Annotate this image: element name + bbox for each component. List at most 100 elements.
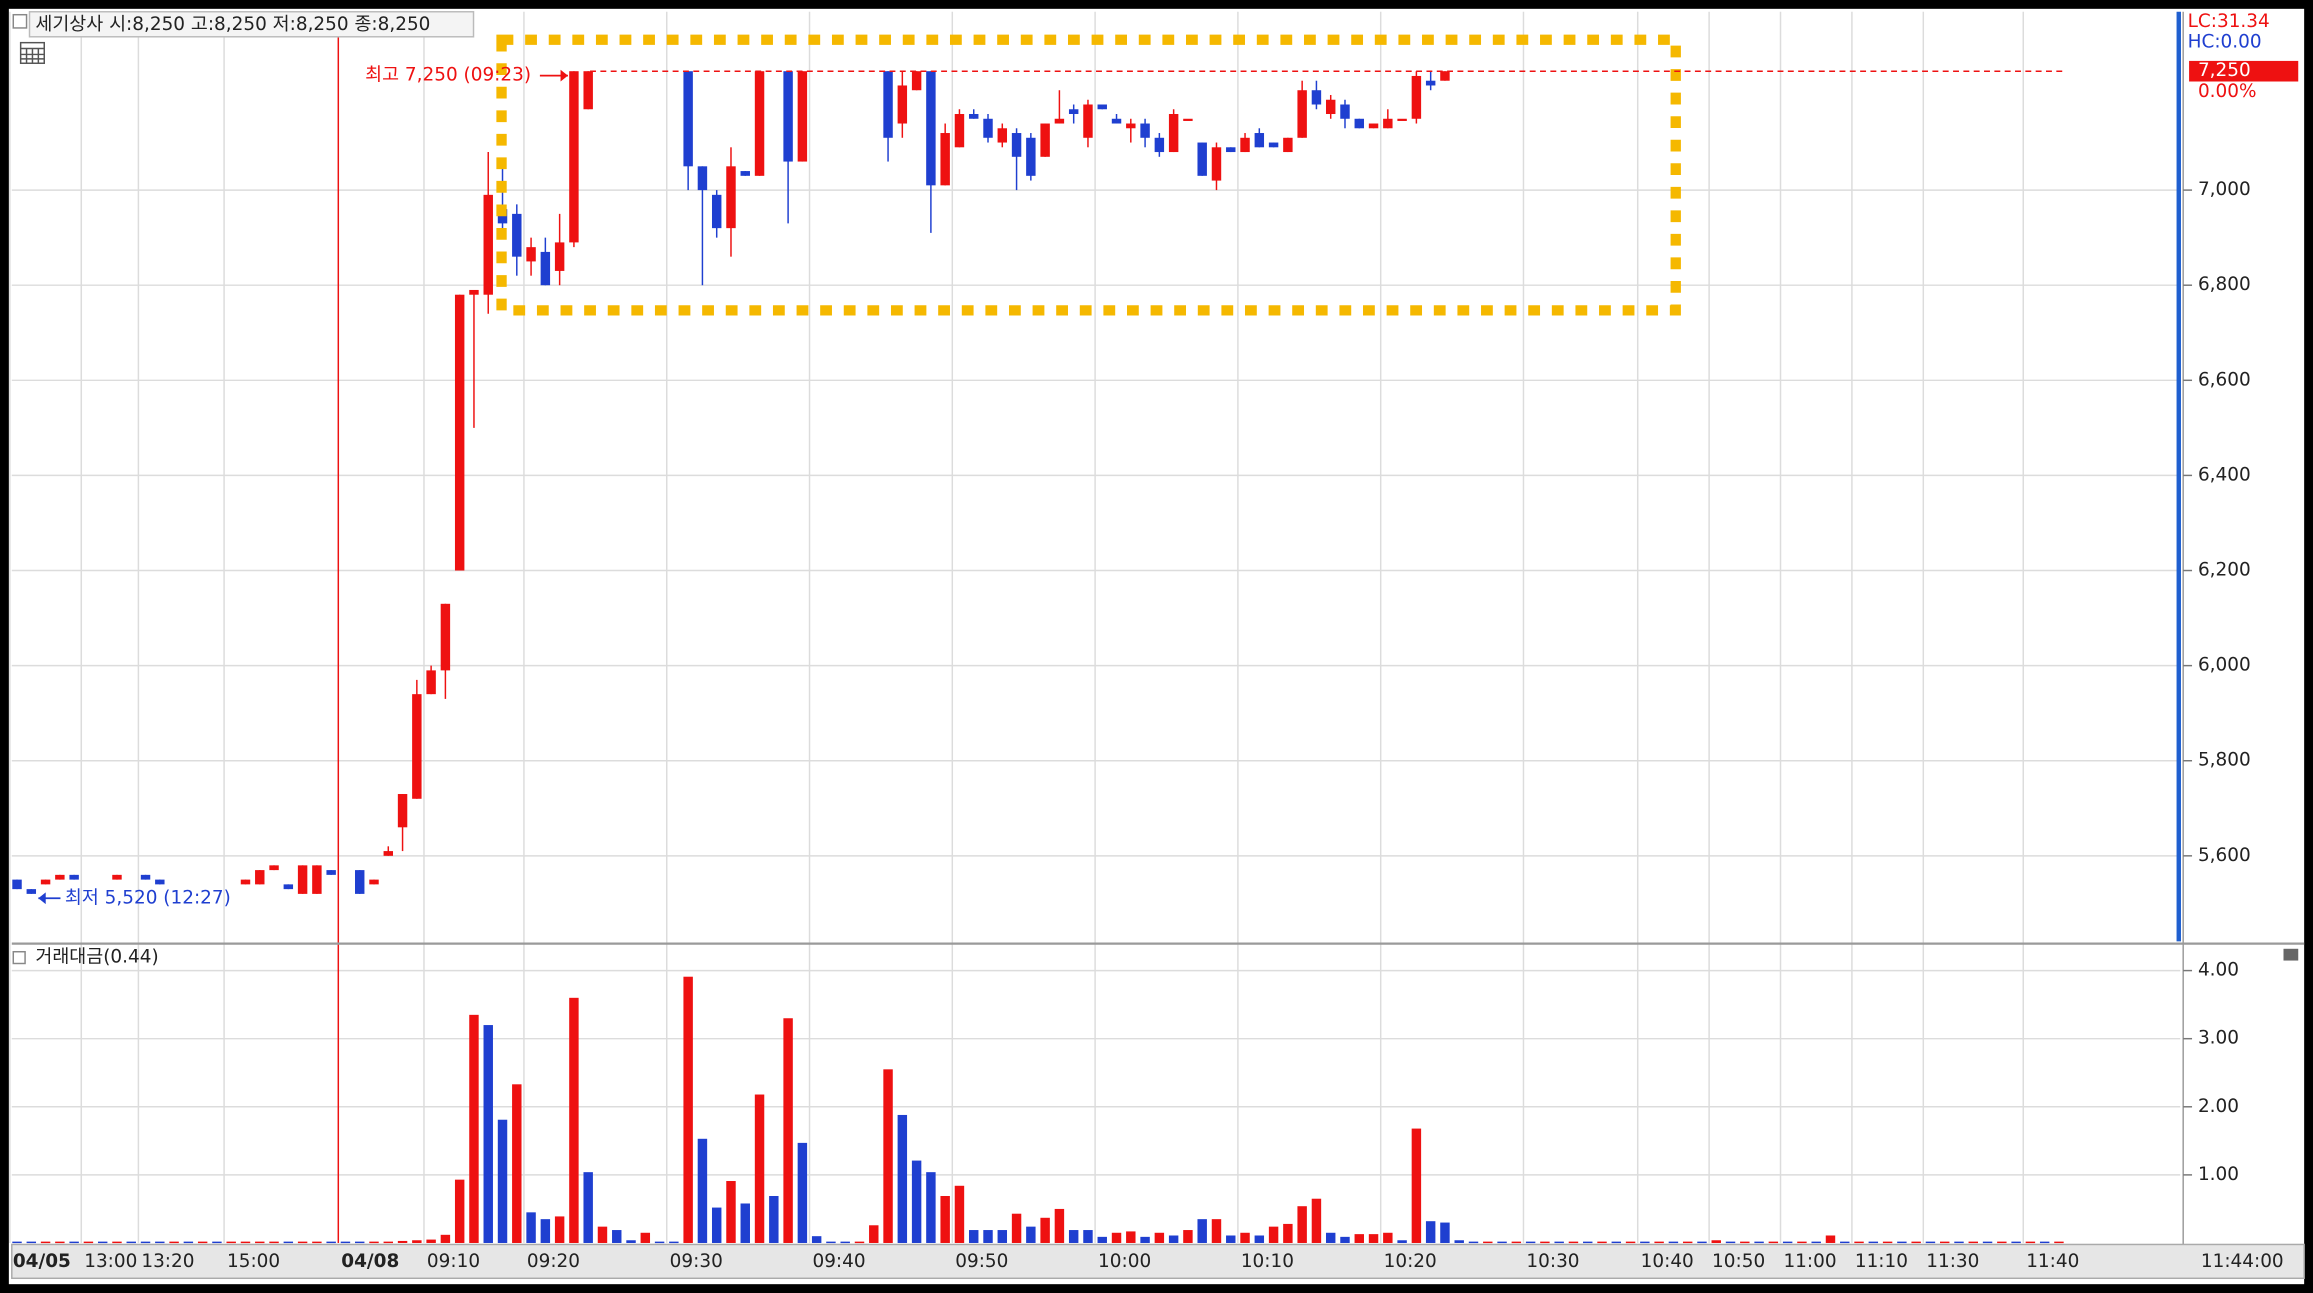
- candle-body: [954, 114, 965, 148]
- volume-bar: [1111, 1232, 1122, 1243]
- volume-bar: [954, 1185, 965, 1243]
- candle-body: [326, 870, 336, 875]
- candle-body: [1211, 147, 1222, 181]
- volume-bar: [1240, 1232, 1250, 1243]
- volume-bar: [1483, 1241, 1493, 1244]
- y-tick-label: 5,600: [2198, 845, 2251, 866]
- candle-body: [55, 874, 65, 880]
- volume-bar: [1725, 1241, 1736, 1244]
- candle-body: [1354, 118, 1364, 129]
- volume-bar: [1625, 1241, 1636, 1244]
- candle-body: [383, 851, 394, 856]
- volume-bar: [283, 1241, 294, 1244]
- volume-bar: [1840, 1241, 1850, 1244]
- limit-label: LC:31.34: [2188, 11, 2270, 32]
- highlight-box: [496, 34, 1681, 316]
- candle-body: [683, 71, 693, 167]
- x-tick-label: 04/08: [341, 1251, 399, 1272]
- x-tick-label: 15:00: [227, 1251, 280, 1272]
- volume-bar: [1440, 1222, 1450, 1243]
- annotation-arrowhead: [38, 892, 46, 905]
- volume-bar: [1540, 1241, 1550, 1244]
- volume-bar: [412, 1240, 422, 1243]
- volume-bar: [997, 1230, 1008, 1243]
- candle-body: [369, 879, 379, 885]
- volume-bar: [1997, 1241, 2007, 1244]
- candle-body: [240, 879, 251, 885]
- volume-bar: [1011, 1213, 1022, 1243]
- volume-bar: [911, 1160, 922, 1243]
- volume-bar: [469, 1014, 479, 1243]
- candle-body: [740, 171, 750, 176]
- title-box: [28, 11, 475, 38]
- candle-body: [140, 874, 151, 880]
- volume-bar: [83, 1241, 94, 1244]
- volume-bar: [1126, 1231, 1136, 1243]
- volume-bar: [312, 1241, 322, 1244]
- x-tick-label: 10:20: [1384, 1251, 1437, 1272]
- volume-bar: [1925, 1241, 1936, 1244]
- volume-bar: [1754, 1241, 1764, 1244]
- annotation-label: 최고 7,250 (09:23): [365, 65, 531, 86]
- y-tick-label: 6,400: [2198, 464, 2251, 485]
- volume-bar: [26, 1241, 37, 1244]
- volume-bar: [340, 1241, 351, 1244]
- volume-bar: [212, 1241, 222, 1244]
- volume-bar: [169, 1241, 179, 1244]
- volume-bar: [1068, 1230, 1079, 1243]
- volume-bar: [55, 1241, 65, 1244]
- candle-body: [1168, 114, 1179, 153]
- x-tick-label: 10:10: [1241, 1251, 1294, 1272]
- volume-bar: [811, 1236, 822, 1243]
- volume-bar: [1897, 1241, 1907, 1244]
- volume-bar: [1268, 1226, 1279, 1243]
- panel-close-icon[interactable]: [2283, 948, 2299, 961]
- volume-bar: [711, 1207, 722, 1243]
- candle-body: [883, 71, 893, 138]
- candle-body: [1026, 137, 1036, 176]
- volume-bar: [897, 1114, 908, 1243]
- candle-body: [497, 209, 508, 224]
- volume-bar: [483, 1025, 493, 1243]
- candle-body: [697, 166, 708, 191]
- volume-bar: [1697, 1241, 1707, 1244]
- y-tick-label: 3.00: [2198, 1028, 2239, 1049]
- volume-bar: [1325, 1232, 1336, 1243]
- candle-body: [1383, 118, 1393, 129]
- y-tick-label: 6,200: [2198, 560, 2251, 581]
- volume-bar: [769, 1195, 779, 1243]
- candle-body: [440, 603, 451, 671]
- volume-bar: [497, 1119, 508, 1243]
- x-tick-label: 11:10: [1855, 1251, 1908, 1272]
- candle-body: [269, 865, 279, 871]
- volume-bar: [383, 1241, 394, 1244]
- candle-body: [526, 247, 536, 262]
- volume-bar: [554, 1216, 565, 1243]
- candle-body: [754, 71, 765, 176]
- volume-bar: [1054, 1208, 1065, 1243]
- volume-bar: [697, 1138, 708, 1243]
- volume-bar: [1311, 1198, 1322, 1243]
- volume-bar: [1868, 1241, 1879, 1244]
- volume-bar: [1368, 1234, 1379, 1243]
- candle-body: [1040, 123, 1050, 157]
- volume-bar: [797, 1142, 808, 1243]
- volume-bar: [240, 1241, 251, 1244]
- annotation-label: 최저 5,520 (12:27): [65, 887, 231, 908]
- candle-body: [454, 294, 465, 571]
- volume-bar: [1340, 1236, 1350, 1243]
- candle-body: [1111, 118, 1122, 124]
- candle-body: [997, 128, 1008, 143]
- volume-bar: [97, 1241, 108, 1244]
- candle-body: [483, 194, 493, 295]
- volume-bar: [440, 1234, 451, 1243]
- candle-body: [1226, 147, 1236, 153]
- volume-bar: [1654, 1241, 1664, 1244]
- volume-bar: [112, 1241, 122, 1244]
- volume-bar: [883, 1069, 893, 1243]
- canvas: [8, 8, 2305, 1285]
- candle-body: [1183, 118, 1193, 121]
- volume-bar: [2011, 1241, 2021, 1244]
- volume-bar: [540, 1219, 551, 1243]
- volume-bar: [583, 1172, 593, 1243]
